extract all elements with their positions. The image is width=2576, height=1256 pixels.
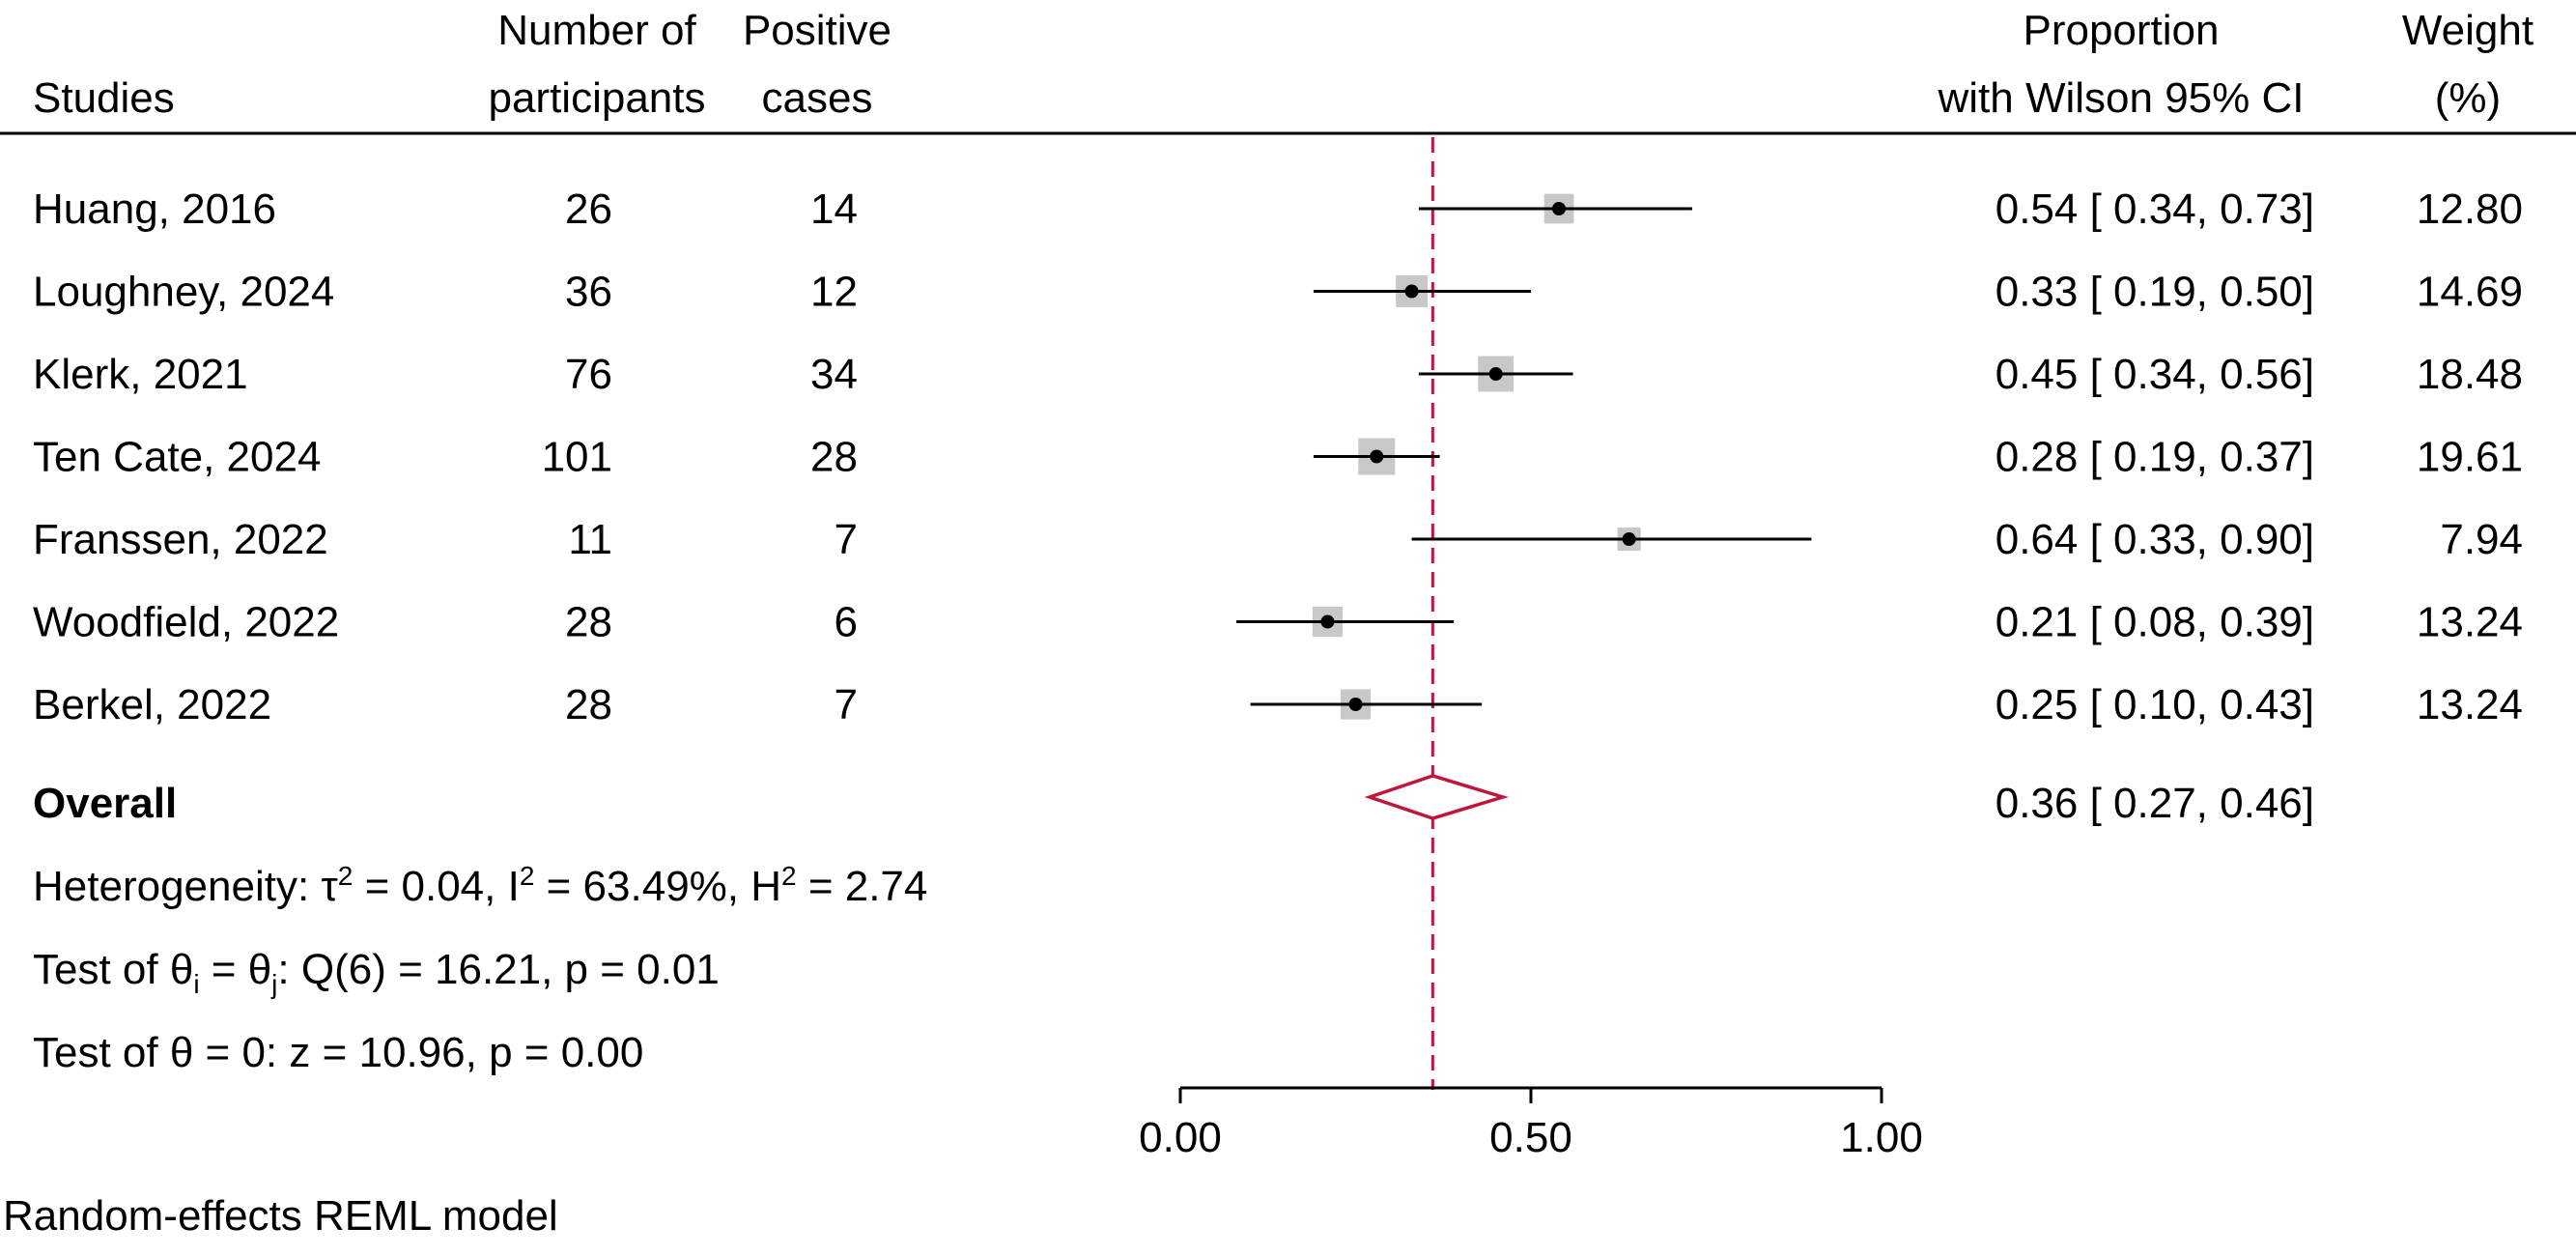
positive-cases: 14 (810, 186, 858, 233)
point-estimate (1320, 614, 1335, 629)
study-row-huang-2016: Huang, 2016 26 14 0.54 [ 0.34, 0.73] 12.80 (33, 186, 2523, 233)
proportion-ci-text: 0.64 [ 0.33, 0.90] (1996, 516, 2314, 563)
study-name: Huang, 2016 (33, 186, 276, 233)
positive-cases: 6 (835, 599, 858, 646)
study-name: Berkel, 2022 (33, 681, 271, 728)
participants-count: 11 (568, 516, 612, 563)
study-row-berkel-2022: Berkel, 2022 28 7 0.25 [ 0.10, 0.43] 13.24 (33, 681, 2523, 728)
plot-marks (1236, 193, 1812, 720)
x-tick-label: 0.00 (1139, 1114, 1222, 1161)
weight-value: 13.24 (2417, 599, 2523, 646)
test-equal-stat: Test of θi = θj: Q(6) = 16.21, p = 0.01 (33, 946, 720, 999)
participants-count: 76 (565, 351, 612, 398)
proportion-ci-text: 0.21 [ 0.08, 0.39] (1996, 599, 2314, 646)
proportion-ci-text: 0.28 [ 0.19, 0.37] (1996, 434, 2314, 481)
overall-ci-text: 0.36 [ 0.27, 0.46] (1996, 780, 2314, 827)
participants-count: 36 (565, 269, 612, 316)
proportion-ci-text: 0.54 [ 0.34, 0.73] (1996, 186, 2314, 233)
header-weight-line1: Weight (2402, 7, 2534, 54)
participants-count: 28 (565, 681, 612, 728)
participants-count: 28 (565, 599, 612, 646)
x-tick-label: 1.00 (1840, 1114, 1923, 1161)
weight-value: 13.24 (2417, 681, 2523, 728)
header-ci-line2: with Wilson 95% CI (1937, 74, 2304, 122)
heterogeneity-stat: Heterogeneity: τ2 = 0.04, I2 = 63.49%, H… (33, 861, 927, 910)
study-name: Klerk, 2021 (33, 351, 248, 398)
study-row-franssen-2022: Franssen, 2022 11 7 0.64 [ 0.33, 0.90] 7.94 (33, 516, 2523, 563)
statistics: Heterogeneity: τ2 = 0.04, I2 = 63.49%, H… (33, 861, 927, 1076)
point-estimate (1370, 449, 1384, 464)
weight-value: 18.48 (2417, 351, 2523, 398)
x-axis: 0.00 0.50 1.00 (1139, 1086, 1923, 1161)
header-participants-line2: participants (488, 74, 705, 122)
study-name: Loughney, 2024 (33, 269, 334, 316)
header-participants-line1: Number of (497, 7, 696, 54)
positive-cases: 7 (835, 516, 858, 563)
proportion-ci-text: 0.33 [ 0.19, 0.50] (1996, 269, 2314, 316)
weight-value: 12.80 (2417, 186, 2523, 233)
point-estimate (1348, 698, 1363, 711)
header-cases-line2: cases (762, 74, 873, 122)
weight-value: 7.94 (2440, 516, 2523, 563)
study-name: Woodfield, 2022 (33, 599, 339, 646)
study-row-loughney-2024: Loughney, 2024 36 12 0.33 [ 0.19, 0.50] 14.6… (33, 269, 2523, 316)
positive-cases: 28 (810, 434, 858, 481)
point-estimate (1622, 532, 1636, 546)
test-zero-stat: Test of θ = 0: z = 10.96, p = 0.00 (33, 1029, 643, 1076)
study-row-klerk-2021: Klerk, 2021 76 34 0.45 [ 0.34, 0.56] 18.48 (33, 351, 2523, 398)
weight-value: 14.69 (2417, 269, 2523, 316)
header-weight-line2: (%) (2435, 74, 2501, 122)
point-estimate (1552, 202, 1567, 215)
study-row-woodfield-2022: Woodfield, 2022 28 6 0.21 [ 0.08, 0.39] 13.2… (33, 599, 2523, 646)
participants-count: 101 (542, 434, 612, 481)
point-estimate (1404, 284, 1419, 299)
column-headers: Studies Number of participants Positive … (33, 7, 2534, 122)
participants-count: 26 (565, 186, 612, 233)
footnote: Random-effects REML model (3, 1192, 558, 1240)
positive-cases: 12 (810, 269, 858, 316)
study-row-ten-cate-2024: Ten Cate, 2024 101 28 0.28 [ 0.19, 0.37] 19.… (33, 434, 2523, 481)
x-tick-label: 0.50 (1489, 1114, 1572, 1161)
header-ci-line1: Proportion (2023, 7, 2219, 54)
proportion-ci-text: 0.45 [ 0.34, 0.56] (1996, 351, 2314, 398)
positive-cases: 7 (835, 681, 858, 728)
proportion-ci-text: 0.25 [ 0.10, 0.43] (1996, 681, 2314, 728)
overall-row: Overall 0.36 [ 0.27, 0.46] (33, 774, 2314, 827)
header-studies: Studies (33, 74, 175, 122)
study-rows: Huang, 2016 26 14 0.54 [ 0.34, 0.73] 12.80 Lo… (33, 186, 2523, 728)
weight-value: 19.61 (2417, 434, 2523, 481)
study-name: Ten Cate, 2024 (33, 434, 321, 481)
header-cases-line1: Positive (743, 7, 892, 54)
study-name: Franssen, 2022 (33, 516, 328, 563)
positive-cases: 34 (810, 351, 858, 398)
overall-label: Overall (33, 780, 177, 827)
point-estimate (1488, 367, 1503, 381)
overall-diamond (1364, 774, 1509, 820)
